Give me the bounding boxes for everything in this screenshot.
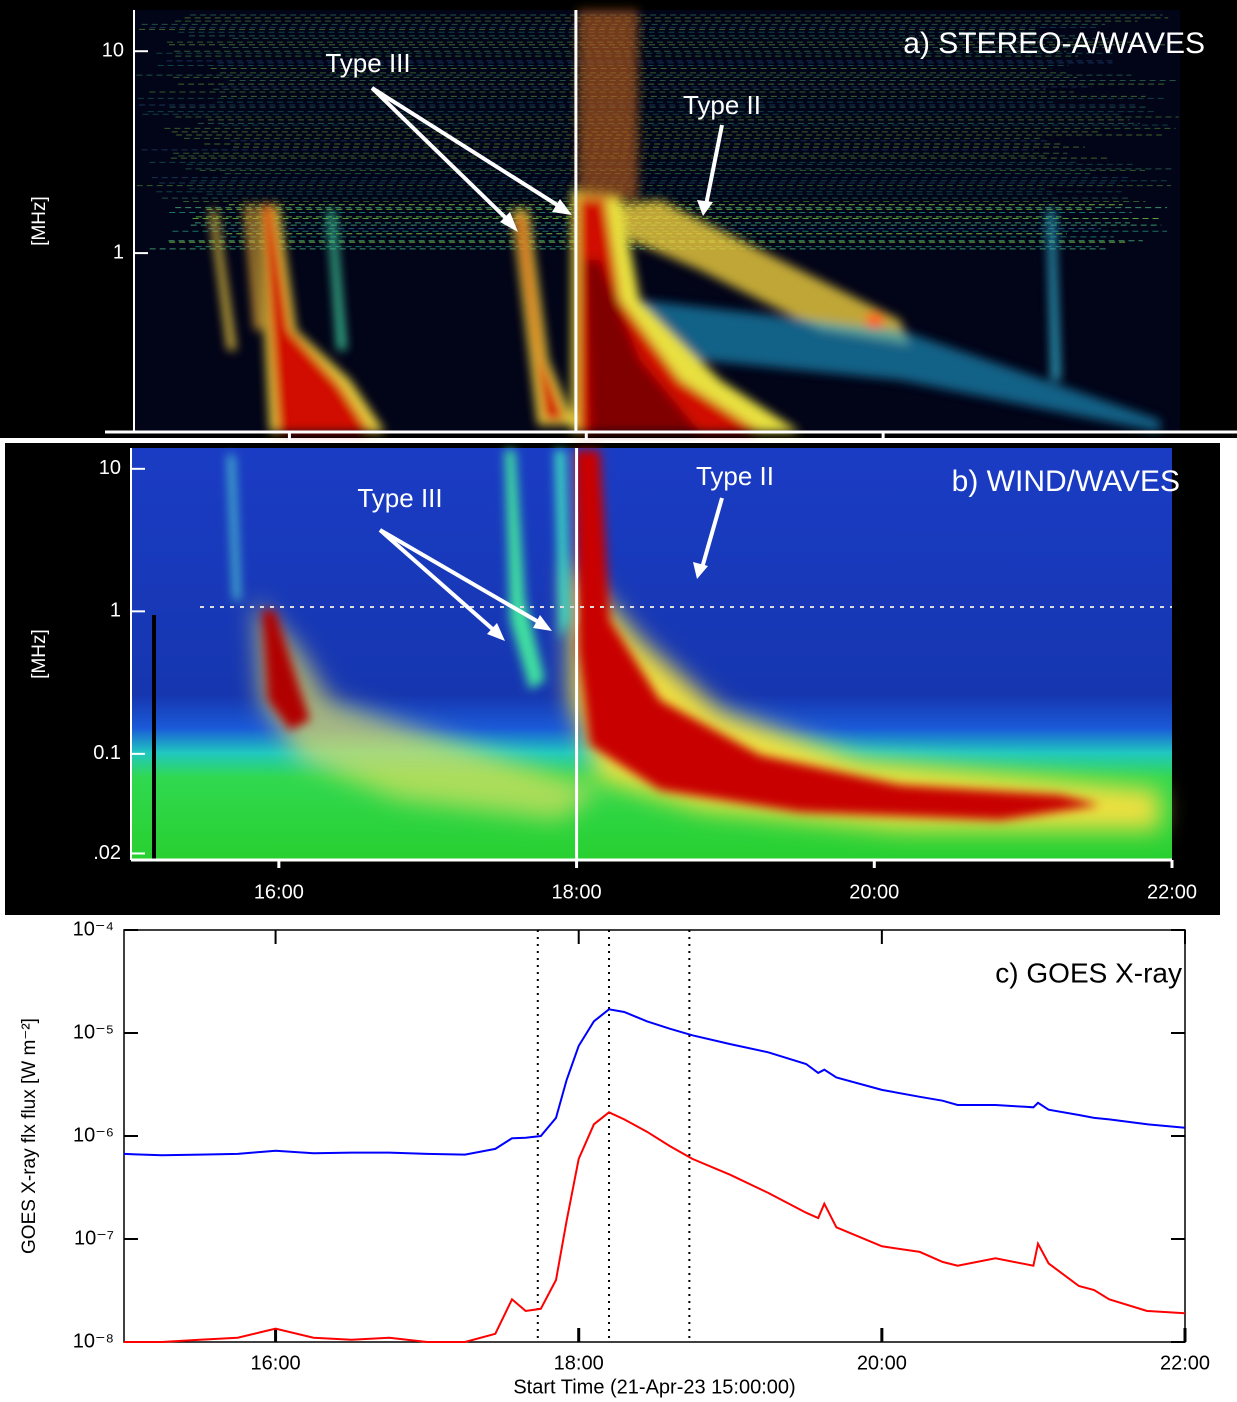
x-tick-label: 20:00: [857, 1352, 907, 1374]
x-tick-label: 18:00: [552, 881, 602, 903]
x-tick-label: 22:00: [1160, 1352, 1210, 1374]
x-tick-label: 18:00: [554, 1352, 604, 1374]
annotation: Type III: [325, 48, 410, 78]
bursts-a: [210, 10, 1160, 432]
y-tick-label: 10⁻⁸: [73, 1330, 114, 1352]
y-tick-label: 10⁻⁵: [73, 1021, 114, 1043]
marker-bar: [152, 615, 156, 860]
annotation: Type II: [696, 461, 774, 491]
panel-title: a) STEREO-A/WAVES: [903, 27, 1205, 60]
annotation: Type III: [357, 483, 442, 513]
y-tick-label: 10⁻⁶: [73, 1124, 114, 1146]
y-tick-label: 10⁻⁷: [74, 1227, 114, 1249]
bursts-b-core: [228, 450, 1100, 820]
x-tick-label: 20:00: [849, 881, 899, 903]
y-axis-label: GOES X-ray flx flux [W m⁻²]: [19, 1018, 40, 1254]
y-tick-label: 1: [113, 241, 124, 263]
y-tick-label: 1: [110, 600, 121, 622]
y-tick-label: .02: [93, 842, 121, 864]
x-tick-label: 22:00: [1147, 881, 1197, 903]
y-axis-label: [MHz]: [29, 629, 50, 679]
panel-title: c) GOES X-ray: [995, 957, 1182, 988]
y-tick-label: 10⁻⁴: [73, 918, 114, 940]
series-line: [124, 1111, 1186, 1343]
x-tick-label: 16:00: [254, 881, 304, 903]
panel-title: b) WIND/WAVES: [952, 465, 1180, 498]
y-axis-label: [MHz]: [29, 196, 50, 246]
y-tick-label: 10: [102, 39, 124, 61]
x-tick-label: 16:00: [251, 1352, 301, 1374]
noise: [136, 14, 1179, 250]
x-axis-label: Start Time (21-Apr-23 15:00:00): [513, 1376, 795, 1398]
y-tick-label: 10: [99, 457, 121, 479]
annotation: Type II: [683, 90, 761, 120]
arrows: [370, 86, 724, 641]
y-tick-label: 0.1: [93, 742, 121, 764]
series-line: [123, 1008, 1186, 1157]
